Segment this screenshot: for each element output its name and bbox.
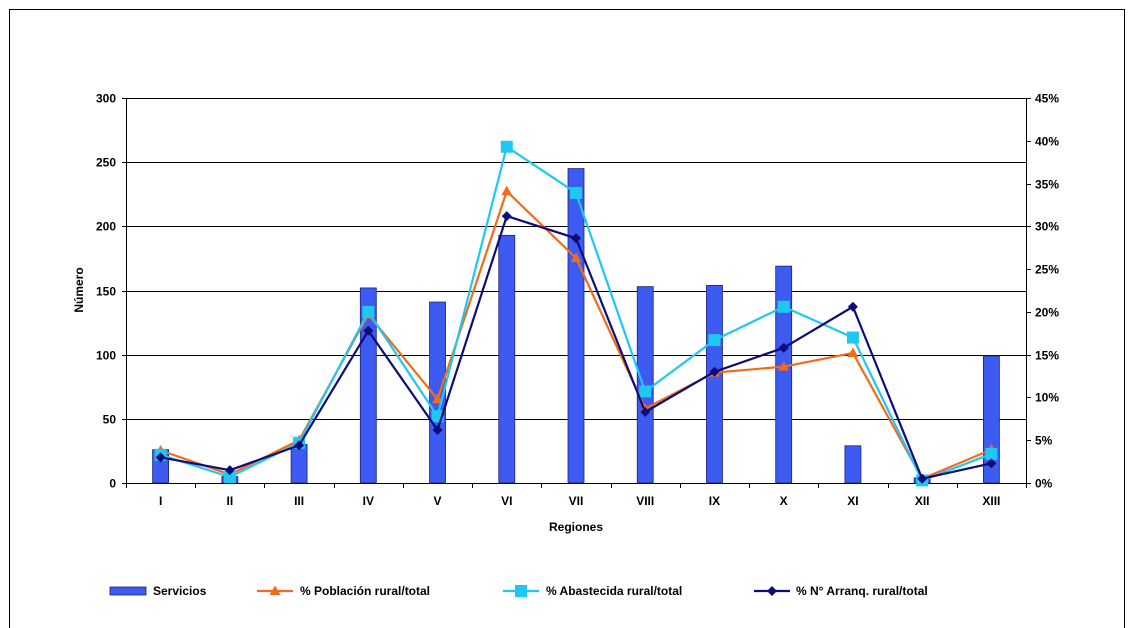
bar-servicios: [844, 445, 862, 484]
x-axis-tick-label: II: [227, 494, 234, 508]
x-axis-tick-label: III: [294, 494, 304, 508]
y-axis-title: Número: [72, 267, 86, 312]
right-axis-tick-label: 20%: [1035, 306, 1059, 320]
bar-servicios: [706, 284, 723, 484]
series-point-2: [155, 452, 166, 463]
left-axis-tick-label: 0: [109, 477, 116, 491]
series-point-0: [847, 347, 859, 357]
x-axis-tick-label: I: [159, 494, 162, 508]
legend-label: % Abastecida rural/total: [546, 584, 682, 598]
series-point-2: [986, 458, 997, 469]
legend-swatch-servicios: [109, 586, 147, 596]
right-axis-tick-label: 15%: [1035, 349, 1059, 363]
legend-label: Servicios: [153, 584, 207, 598]
chart-outer-border: [9, 9, 1125, 628]
bar-servicios: [498, 234, 516, 484]
series-point-2: [640, 406, 651, 417]
series-point-2: [847, 301, 858, 312]
x-axis-tick-label: VIII: [636, 494, 654, 508]
x-axis-tick-label: X: [780, 494, 788, 508]
right-axis-tick-label: 45%: [1035, 92, 1059, 106]
series-point-1: [223, 471, 236, 484]
series-point-2: [571, 233, 581, 244]
x-axis-tick-label: V: [434, 494, 442, 508]
right-axis-tick-label: 0%: [1035, 477, 1053, 491]
bar-servicios: [567, 168, 585, 484]
series-point-2: [432, 424, 443, 435]
bar-servicios: [429, 301, 446, 484]
left-axis-tick-label: 200: [96, 220, 116, 234]
x-axis-tick-label: XIII: [982, 494, 1000, 508]
legend-label: % Población rural/total: [300, 584, 430, 598]
series-point-1: [639, 385, 652, 398]
legend-swatch-marker: [767, 586, 777, 596]
series-point-1: [846, 331, 859, 344]
left-axis-tick-label: 150: [96, 285, 116, 299]
series-point-2: [501, 211, 512, 222]
x-axis-tick-label: IX: [709, 494, 720, 508]
series-point-1: [985, 447, 998, 460]
series-point-1: [362, 305, 375, 318]
x-axis-title: Regiones: [549, 520, 603, 534]
right-axis-tick-label: 5%: [1035, 434, 1053, 448]
right-axis-tick-label: 35%: [1035, 178, 1059, 192]
left-axis-tick-label: 100: [96, 349, 116, 363]
left-axis-tick-label: 50: [103, 413, 117, 427]
series-point-2: [917, 473, 928, 484]
series-point-0: [778, 361, 790, 371]
left-axis-tick-label: 300: [96, 92, 116, 106]
bar-servicios: [636, 286, 654, 484]
x-axis-tick-label: XI: [847, 494, 858, 508]
series-point-0: [501, 185, 513, 196]
series-point-1: [570, 186, 582, 199]
series-point-1: [708, 334, 721, 347]
series-point-0: [570, 252, 582, 262]
bar-servicios: [775, 265, 793, 484]
x-axis-tick-label: VI: [501, 494, 512, 508]
series-point-2: [363, 325, 374, 336]
series-point-1: [777, 300, 790, 313]
legend-swatch-marker: [515, 585, 527, 597]
series-point-2: [224, 465, 235, 476]
series-point-2: [709, 366, 720, 377]
right-axis-tick-label: 40%: [1035, 135, 1059, 149]
x-axis-tick-label: VII: [569, 494, 584, 508]
x-axis-tick-label: IV: [363, 494, 374, 508]
series-point-1: [500, 140, 513, 153]
right-axis-tick-label: 10%: [1035, 391, 1059, 405]
x-axis-tick-label: XII: [915, 494, 930, 508]
right-axis-tick-label: 25%: [1035, 263, 1059, 277]
series-point-2: [294, 440, 305, 451]
series-point-2: [778, 342, 789, 353]
series-point-0: [432, 393, 444, 404]
legend-swatch-marker: [269, 585, 281, 595]
legend-label: % N° Arranq. rural/total: [796, 584, 928, 598]
right-axis-tick-label: 30%: [1035, 220, 1059, 234]
left-axis-tick-label: 250: [96, 156, 116, 170]
